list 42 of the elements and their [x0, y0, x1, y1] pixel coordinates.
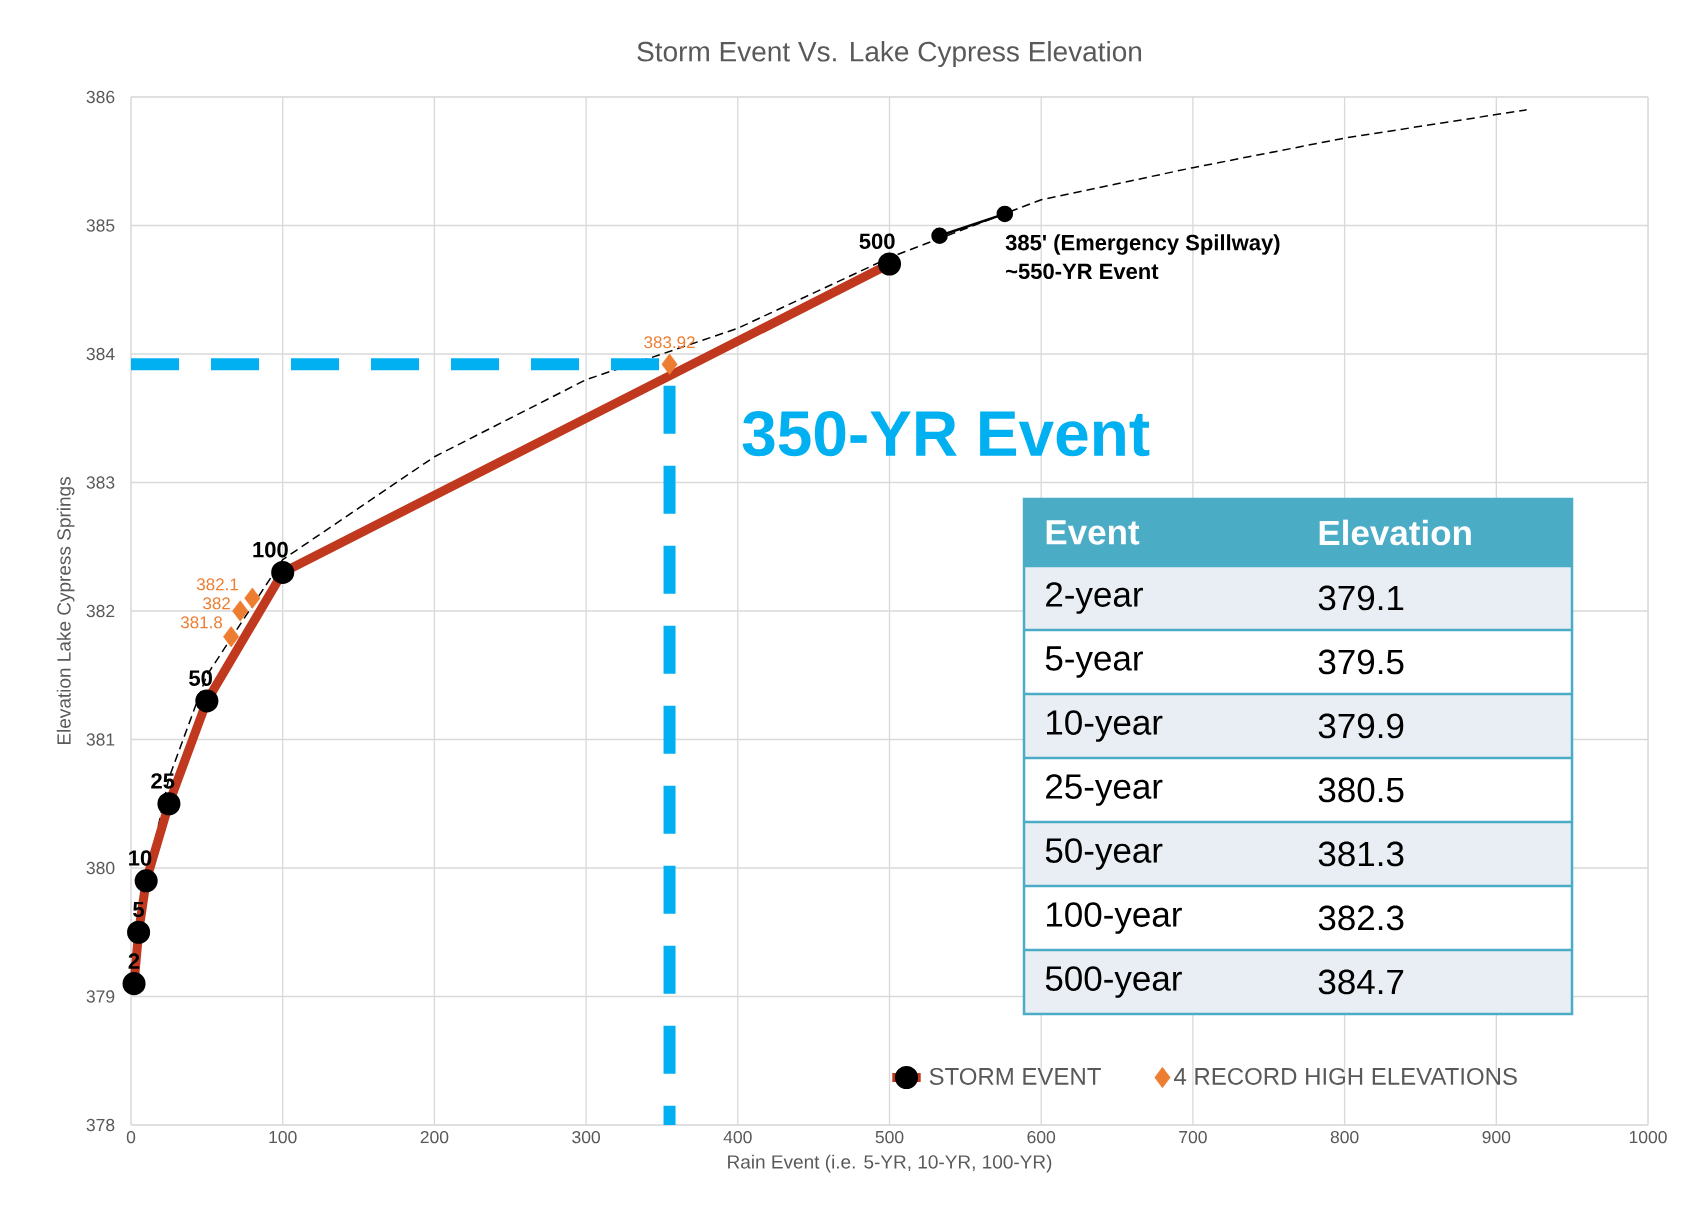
legend-label: STORM EVENT: [929, 1067, 1101, 1085]
x-tick-label: 700: [1179, 1130, 1207, 1144]
y-tick-label: 380: [86, 861, 115, 875]
x-tick-label: 300: [572, 1130, 601, 1144]
point: [996, 205, 1014, 223]
legend-label: 4 RECORD HIGH ELEVATIONS: [1174, 1067, 1517, 1085]
point: [244, 587, 261, 609]
annotation: 50: [189, 670, 212, 686]
annotation: 100: [253, 541, 288, 558]
y-tick-label: 385: [86, 219, 115, 232]
y-tick-label: 378: [86, 1118, 115, 1132]
point: [661, 353, 678, 375]
x-tick-label: 100: [269, 1130, 297, 1144]
point: [931, 227, 948, 245]
x-tick-label: 600: [1027, 1130, 1056, 1144]
x-tick-label: 400: [723, 1130, 752, 1144]
point: [232, 600, 249, 622]
y-tick-label: 383: [86, 476, 115, 489]
chart-title: Storm Event Vs. Lake Cypress Elevation: [637, 40, 1142, 68]
x-tick-label: 500: [875, 1130, 904, 1144]
x-tick-label: 1000: [1629, 1130, 1667, 1144]
y-tick-label: 382: [86, 604, 115, 618]
point: [223, 626, 240, 648]
point: [134, 869, 158, 893]
data-label: 382.1: [196, 578, 238, 591]
x-tick-label: 900: [1482, 1130, 1511, 1144]
annotation: 385' (Emergency Spillway): [1005, 234, 1280, 255]
y-tick-label: 381: [86, 733, 115, 746]
annotation: 500: [859, 233, 895, 250]
annotation: 350-YR Event: [742, 410, 1150, 457]
x-axis-title: Rain Event (i.e. 5-YR, 10-YR, 100-YR): [728, 1154, 1052, 1173]
x-tick-label: 800: [1330, 1130, 1359, 1144]
y-tick-label: 386: [86, 90, 115, 104]
data-label: 381.8: [180, 616, 223, 629]
data-label: 383.92: [644, 336, 695, 349]
x-tick-label: 200: [420, 1130, 449, 1144]
x-tick-label: 0: [126, 1130, 136, 1144]
y-axis-title: Elevation Lake Cypress Springs: [56, 477, 75, 745]
annotation: ~550-YR Event: [1006, 263, 1159, 280]
data-label: 382: [203, 597, 230, 610]
y-tick-label: 384: [86, 347, 115, 361]
y-tick-label: 379: [86, 990, 115, 1003]
